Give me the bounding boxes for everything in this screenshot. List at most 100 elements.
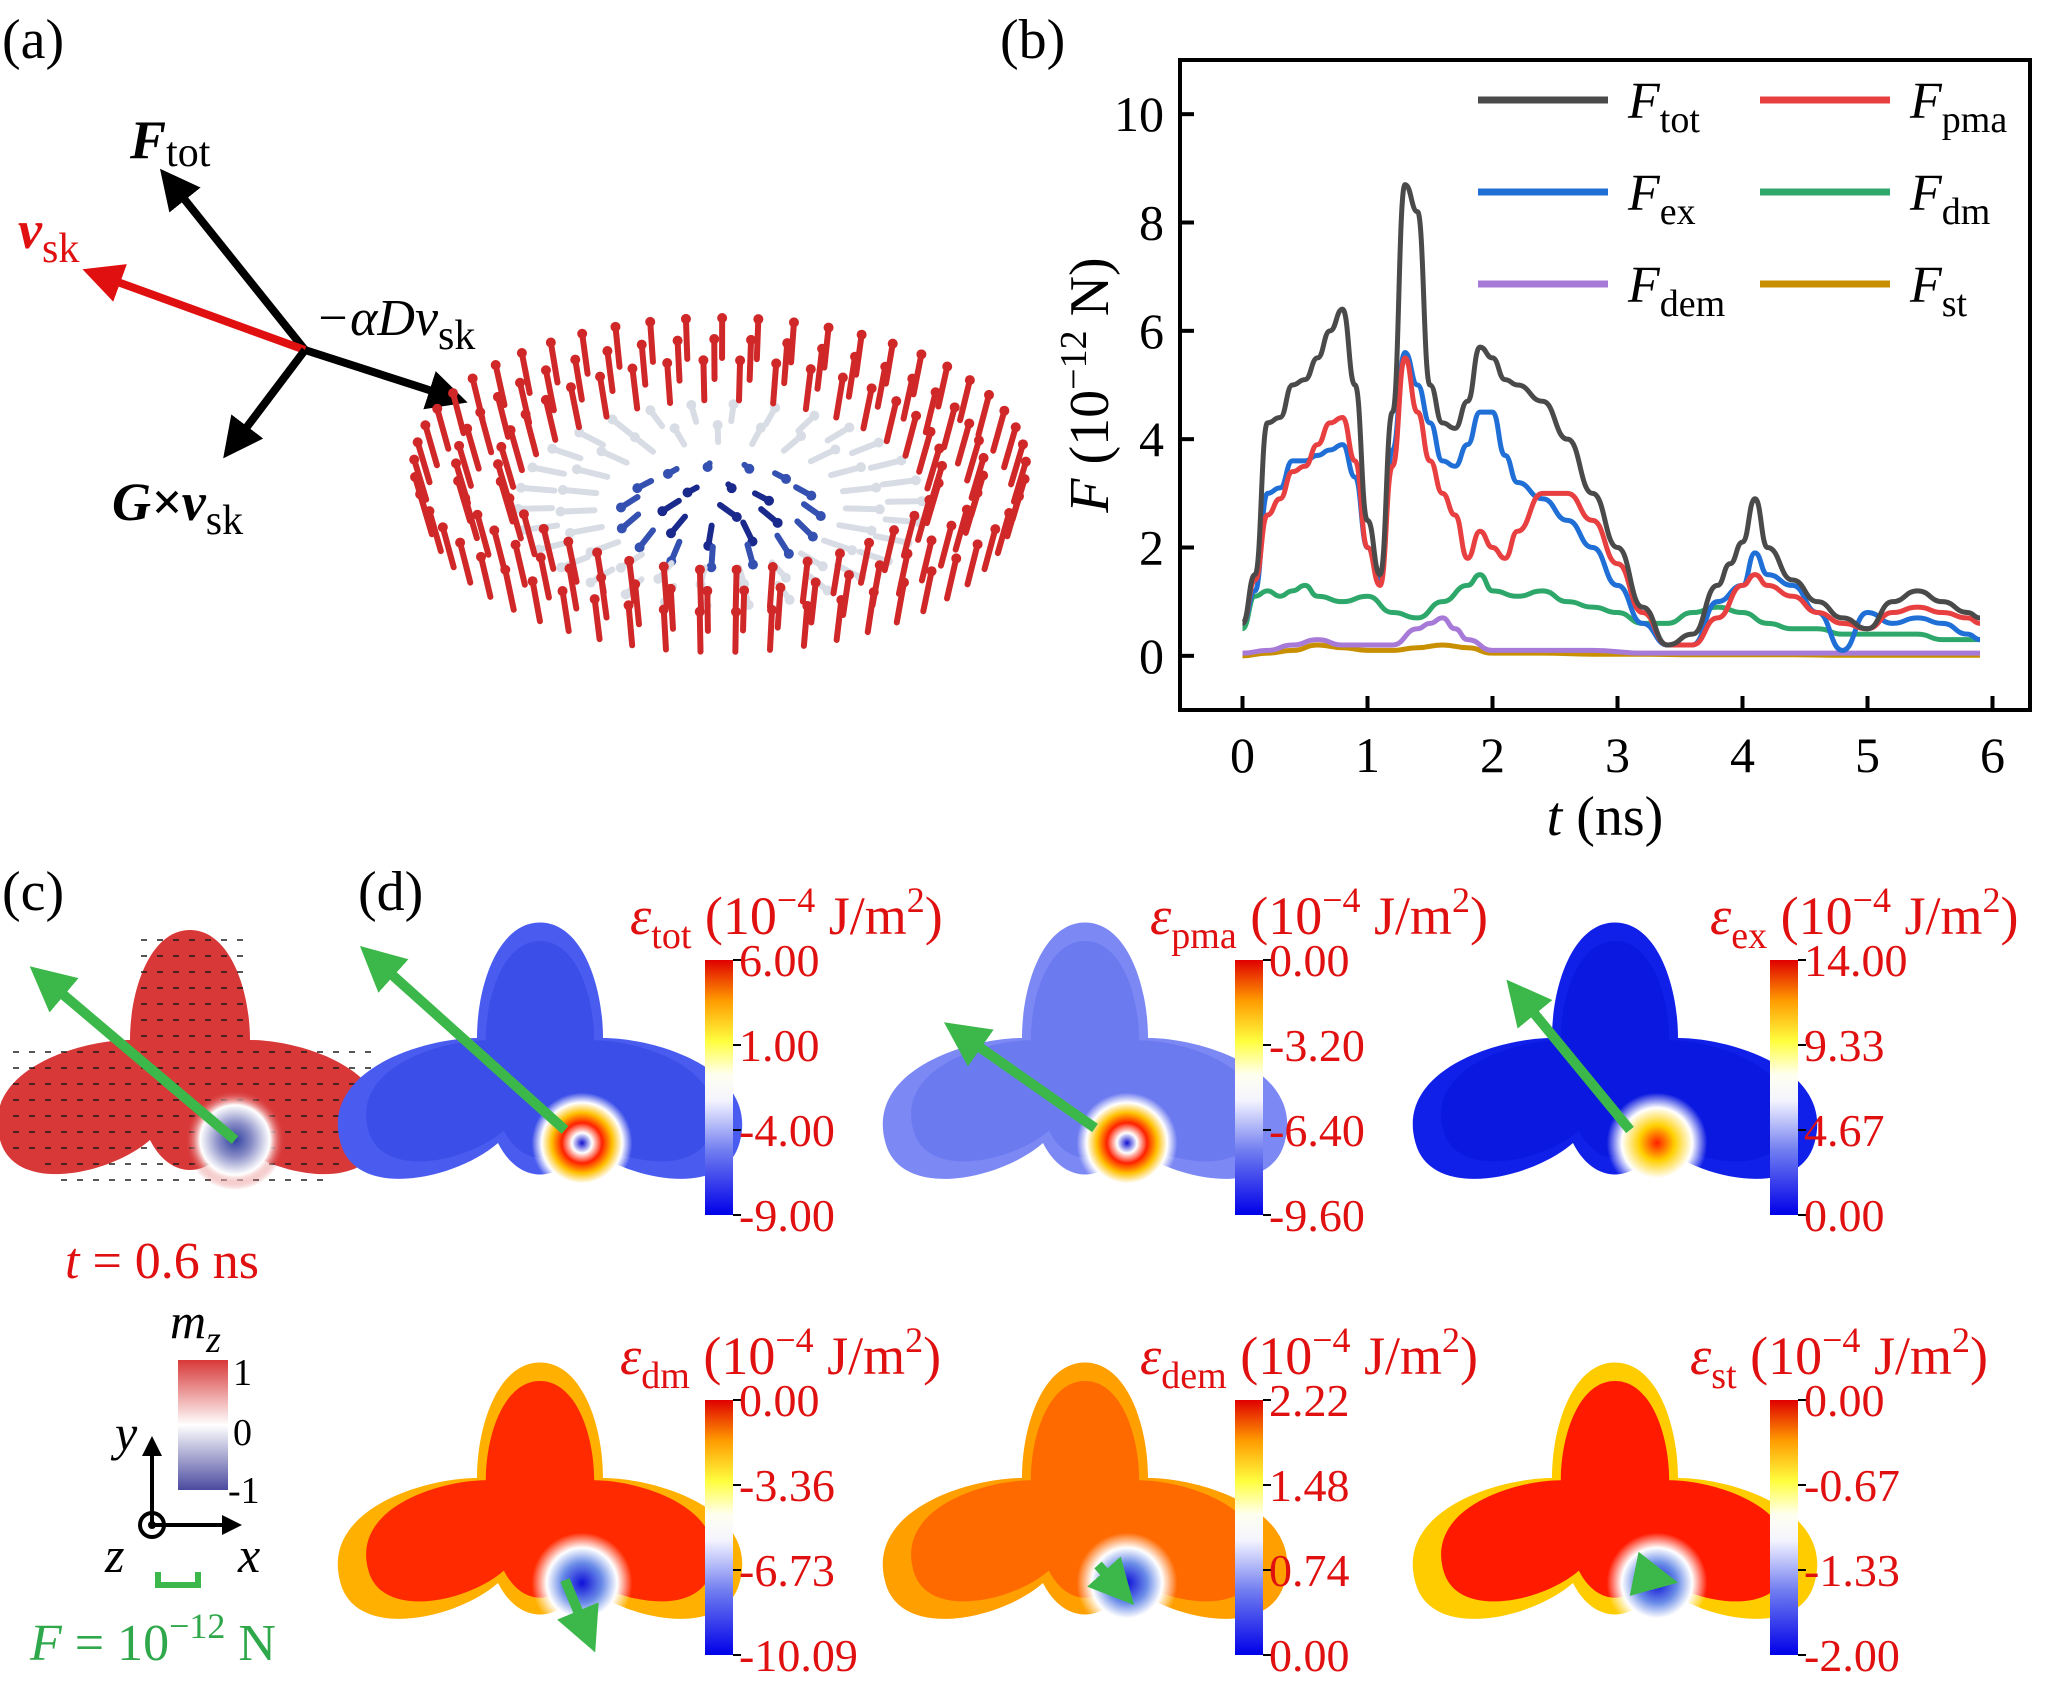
x-tick-label: 6 [1980,727,2005,783]
legend-entry-tot: Ftot [1627,73,1700,141]
colorbar-tick: 6.00 [739,935,820,986]
energy-map-dem: 2.22 1.48 0.74 0.00 εdem (10−4 J/m2) [882,1320,1478,1681]
force-scale-bar [155,1572,201,1588]
colorbar-tick: 9.33 [1804,1020,1885,1071]
panel-b-chart: 0 1 2 3 4 5 6 0 2 4 6 8 10 Ftot Fpma Fex Fdm Fdem Fst t (… [1053,58,2032,848]
force-arrow [359,945,569,1134]
energy-map-title-st: εst (10−4 J/m2) [1690,1320,1988,1397]
colorbar-tick: 0.00 [1269,935,1350,986]
legend-entry-dem: Fdem [1627,257,1725,325]
energy-map-title-dem: εdem (10−4 J/m2) [1140,1320,1478,1397]
colorbar-tick: 1.00 [739,1020,820,1071]
energy-map-title-pma: εpma (10−4 J/m2) [1150,880,1488,957]
panel-label-d: (d) [358,861,423,923]
y-tick-label: 4 [1139,411,1164,467]
colorbar [1770,960,1798,1215]
series-line-tot [1240,182,1981,648]
legend-entry-pma: Fpma [1909,73,2007,141]
colorbar-tick: 2.22 [1269,1375,1350,1426]
energy-map-st: 0.00 -0.67 -1.33 -2.00 εst (10−4 J/m2) [1412,1320,1988,1681]
series-line-pma [1240,355,1981,648]
axes-triad: y x z [104,1405,260,1583]
panel-label-a: (a) [2,9,64,71]
mz-tick-neg1: -1 [228,1470,260,1512]
z-axis-out-icon [138,1511,166,1539]
x-tick-label: 1 [1355,727,1380,783]
colorbar-tick: 1.48 [1269,1460,1350,1511]
f-tot-arrow [160,168,309,353]
panel-label-c: (c) [2,861,64,923]
legend-entry-ex: Fex [1627,165,1696,233]
series-line-ex [1241,349,1981,653]
colorbar-tick: 14.00 [1804,935,1908,986]
axis-z-label: z [104,1527,124,1583]
x-tick-label: 5 [1855,727,1880,783]
y-axis-label: F (10−12 N) [1053,257,1121,513]
f-tot-label: Ftot [129,110,211,176]
colorbar [1235,960,1263,1215]
force-arrow [1506,979,1634,1134]
gyro-arrow [223,347,309,459]
x-tick-label: 2 [1480,727,1505,783]
colorbar-tick: -3.20 [1269,1020,1365,1071]
energy-map-title-ex: εex (10−4 J/m2) [1710,880,2018,957]
colorbar-tick: -6.73 [739,1545,835,1596]
x-tick-label: 4 [1730,727,1755,783]
colorbar [1770,1400,1798,1655]
series-line-dm [1241,572,1980,643]
energy-map-tot: 6.00 1.00 -4.00 -9.00 εtot (10−4 J/m2) [337,880,943,1241]
colorbar-tick: -1.33 [1804,1545,1900,1596]
colorbar-tick: 0.00 [1269,1630,1350,1681]
skyrmion-map [0,930,383,1190]
colorbar-tick: -4.00 [739,1105,835,1156]
panel-label-b: (b) [1000,9,1065,71]
energy-map-pma: 0.00 -3.20 -6.40 -9.60 εpma (10−4 J/m2) [882,880,1488,1241]
plot-frame [1178,58,2032,712]
skyrmion-3d-render [409,313,1031,655]
colorbar-tick: -3.36 [739,1460,835,1511]
x-axis-label: t (ns) [1547,786,1664,848]
damping-label: −αDvsk [315,290,475,359]
damping-arrow [303,346,468,410]
colorbar-tick: -10.09 [739,1630,858,1681]
colorbar-tick: 4.67 [1804,1105,1885,1156]
colorbar [705,1400,733,1655]
force-arrow [29,966,239,1144]
colorbar [705,960,733,1215]
force-scale-label: F = 10−12 N [29,1606,276,1672]
colorbar-tick: -0.67 [1804,1460,1900,1511]
colorbar-tick: 0.00 [739,1375,820,1426]
colorbar-tick: -9.60 [1269,1190,1365,1241]
y-tick-label: 0 [1139,628,1164,684]
panel-a: Ftot vsk −αDvsk G×vsk [18,110,1031,655]
colorbar-tick: -6.40 [1269,1105,1365,1156]
colorbar-tick: -2.00 [1804,1630,1900,1681]
x-tick-label: 3 [1605,727,1630,783]
axis-ticks: 0 1 2 3 4 5 6 0 2 4 6 8 10 [1114,86,2005,783]
energy-map-ex: 14.00 9.33 4.67 0.00 εex (10−4 J/m2) [1412,880,2018,1241]
time-label: t = 0.6 ns [65,1233,259,1290]
y-tick-label: 10 [1114,86,1164,142]
mz-colorbar [178,1360,228,1490]
force-arrow [1087,1556,1135,1606]
legend: Ftot Fpma Fex Fdm Fdem Fst [1478,73,2007,325]
colorbar-tick: 0.00 [1804,1190,1885,1241]
panel-c: t = 0.6 ns mz 1 0 -1 y x z F = 10−12 N [0,930,383,1672]
series-lines [1240,182,1981,659]
axis-x-label: x [237,1527,260,1583]
colorbar-tick: 0.74 [1269,1545,1350,1596]
y-tick-label: 8 [1139,195,1164,251]
panel-d-energy-maps: 6.00 1.00 -4.00 -9.00 εtot (10−4 J/m2) 0.00 -3… [337,880,2018,1681]
v-sk-arrow [82,264,307,354]
colorbar-tick: 0.00 [1804,1375,1885,1426]
y-tick-label: 2 [1139,520,1164,576]
mz-colorbar-label: mz [170,1293,221,1361]
y-tick-label: 6 [1139,303,1164,359]
energy-map-title-dm: εdm (10−4 J/m2) [620,1320,941,1397]
gyro-label: G×vsk [112,472,243,544]
legend-entry-st: Fst [1909,257,1968,325]
energy-map-title-tot: εtot (10−4 J/m2) [630,880,943,957]
force-arrow [943,1022,1098,1133]
mz-tick-0: 0 [233,1412,252,1454]
